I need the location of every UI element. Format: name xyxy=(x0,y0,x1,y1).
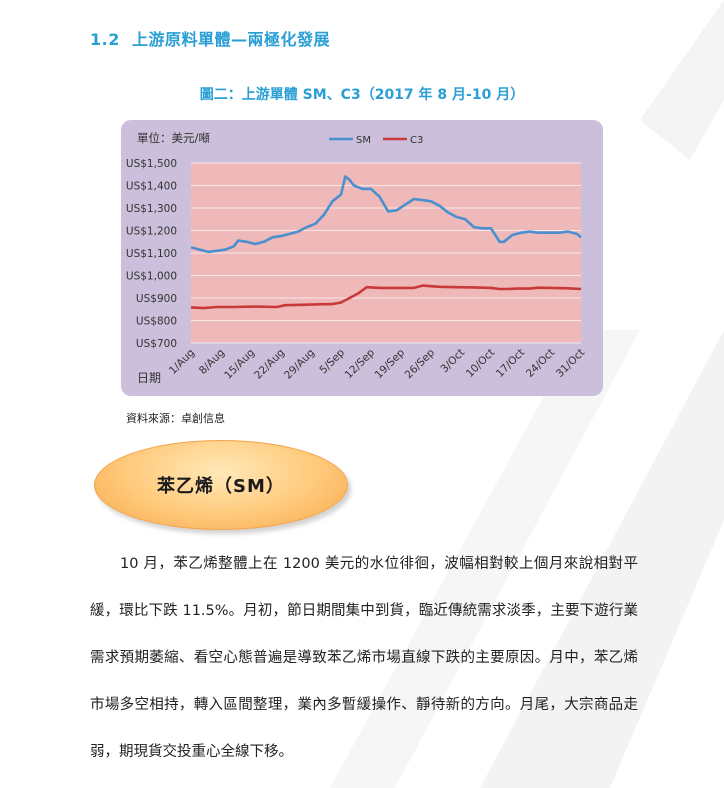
source-note: 資料來源：卓創信息 xyxy=(126,412,225,425)
series-line-c3 xyxy=(190,284,582,310)
y-tick-label: US$1,000 xyxy=(126,271,177,283)
y-tick-label: US$800 xyxy=(136,316,177,328)
section-number: 1.2 xyxy=(90,30,120,49)
y-tick-label: US$1,100 xyxy=(126,248,177,260)
x-tick-label: 15/Aug xyxy=(222,347,257,382)
figure-title: 圖二：上游單體 SM、C3（2017 年 8 月-10 月） xyxy=(199,87,525,103)
x-axis-label: 日期 xyxy=(137,371,161,385)
x-tick-label: 17/Oct xyxy=(494,347,527,380)
x-tick-label: 22/Aug xyxy=(252,347,287,382)
body-text: 10 月，苯乙烯整體上在 1200 美元的水位徘徊，波幅相對較上個月來說相對平緩… xyxy=(90,541,638,776)
y-tick-label: US$1,300 xyxy=(126,203,177,215)
paragraph: 10 月，苯乙烯整體上在 1200 美元的水位徘徊，波幅相對較上個月來說相對平緩… xyxy=(90,556,638,760)
line-chart: 單位：美元/噸 SM C3 US$1,500US$1,400US$1,300US$… xyxy=(126,131,587,385)
x-tick-label: 1/Aug xyxy=(167,347,197,377)
section-title-text: 上游原料單體—兩極化發展 xyxy=(131,30,330,49)
y-tick-label: US$1,500 xyxy=(126,158,177,170)
legend-label-sm: SM xyxy=(356,135,371,146)
y-tick-label: US$1,200 xyxy=(126,226,177,238)
chart-gridlines xyxy=(191,162,581,344)
y-tick-label: US$700 xyxy=(136,338,177,350)
x-tick-label: 29/Aug xyxy=(282,347,317,382)
legend-label-c3: C3 xyxy=(410,135,423,146)
chart-unit-label: 單位：美元/噸 xyxy=(137,131,210,145)
x-tick-label: 12/Sep xyxy=(343,346,378,381)
series-line-sm xyxy=(190,175,582,254)
chart-series xyxy=(190,175,582,310)
callout-label: 苯乙烯（SM） xyxy=(157,476,285,497)
y-tick-label: US$1,400 xyxy=(126,181,177,193)
x-tick-label: 19/Sep xyxy=(373,346,408,381)
x-tick-label: 31/Oct xyxy=(554,347,587,380)
x-tick-label: 3/Oct xyxy=(439,347,468,376)
y-axis-ticks: US$1,500 US$1,400 US$1,300 US$1,200 US$1,100… xyxy=(126,158,177,350)
y-tick-label: US$900 xyxy=(136,293,177,305)
callout-oval: 苯乙烯（SM） xyxy=(94,440,348,530)
x-tick-label: 26/Sep xyxy=(403,346,438,381)
chart-panel: 單位：美元/噸 SM C3 US$1,500 US$1,400 US$1,300 US$… xyxy=(121,120,603,396)
chart-legend: SM C3 xyxy=(329,135,423,146)
x-tick-label: 10/Oct xyxy=(464,347,497,380)
section-title: 1.2 上游原料單體—兩極化發展 xyxy=(90,26,330,50)
x-tick-label: 24/Oct xyxy=(524,347,557,380)
